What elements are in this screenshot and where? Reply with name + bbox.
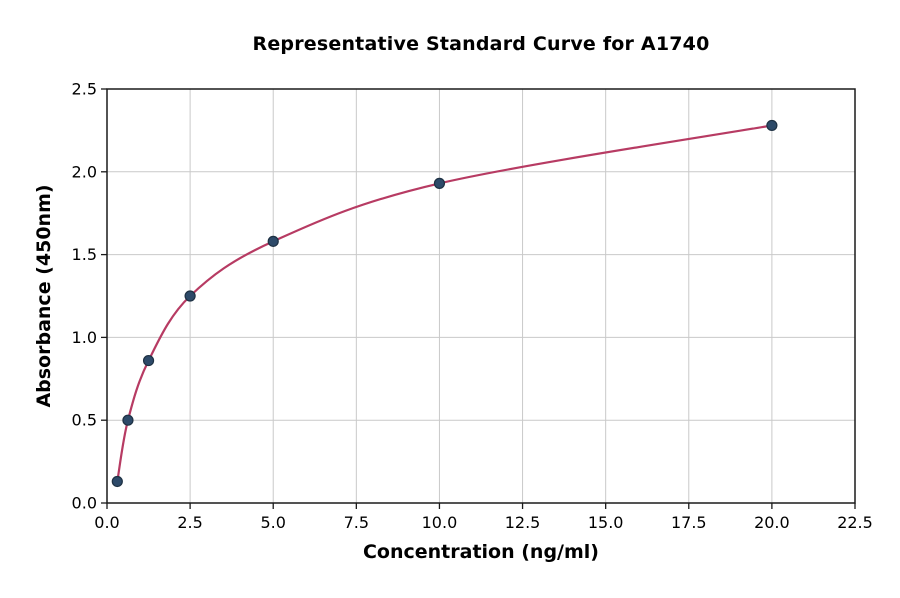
data-point — [433, 177, 446, 189]
y-tick-label: 1.5 — [72, 245, 97, 264]
y-tick-label: 2.0 — [72, 162, 97, 181]
x-tick-label: 0.0 — [94, 513, 119, 532]
x-axis-label: Concentration (ng/ml) — [362, 541, 599, 563]
chart-title: Representative Standard Curve for A1740 — [252, 33, 710, 55]
standard-curve-line — [116, 124, 773, 483]
y-axis-label: Absorbance (450nm) — [33, 184, 55, 408]
data-point — [111, 475, 123, 488]
x-tick-label: 2.5 — [177, 513, 202, 532]
x-tick-label: 17.5 — [671, 513, 707, 532]
y-tick-label: 0.5 — [72, 411, 97, 430]
x-tick-label: 15.0 — [588, 513, 624, 532]
plot-border — [106, 88, 856, 504]
x-tick-label: 22.5 — [837, 513, 873, 532]
data-point — [122, 414, 134, 426]
x-tick-label: 10.0 — [422, 513, 458, 532]
x-tick-label: 20.0 — [754, 513, 790, 532]
x-tick-label: 7.5 — [344, 513, 369, 532]
data-point — [142, 354, 155, 367]
data-point — [267, 235, 279, 247]
x-tick-label: 12.5 — [505, 513, 541, 532]
y-tick-label: 0.0 — [72, 494, 97, 513]
y-tick-label: 1.0 — [72, 328, 97, 347]
y-tick-label: 2.5 — [72, 80, 97, 99]
data-point — [766, 119, 778, 132]
data-point — [184, 290, 196, 302]
x-tick-label: 5.0 — [260, 513, 285, 532]
